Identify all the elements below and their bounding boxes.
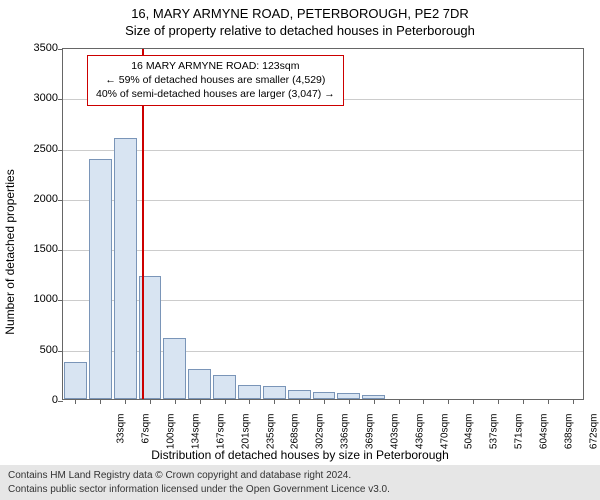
- xtick-label: 638sqm: [563, 414, 574, 464]
- xtick-mark: [150, 399, 151, 404]
- ytick-label: 1000: [4, 293, 58, 305]
- ytick-label: 2500: [4, 143, 58, 155]
- ytick-mark: [58, 351, 63, 352]
- xtick-mark: [75, 399, 76, 404]
- xtick-mark: [523, 399, 524, 404]
- chart-container: Number of detached properties 16 MARY AR…: [0, 42, 600, 462]
- footer-line1: Contains HM Land Registry data © Crown c…: [8, 469, 592, 483]
- ytick-mark: [58, 300, 63, 301]
- histogram-bar: [64, 362, 87, 399]
- xtick-label: 235sqm: [265, 414, 276, 464]
- xtick-mark: [374, 399, 375, 404]
- ytick-label: 500: [4, 344, 58, 356]
- histogram-bar: [188, 369, 211, 399]
- footer: Contains HM Land Registry data © Crown c…: [0, 465, 600, 500]
- xtick-mark: [349, 399, 350, 404]
- ytick-label: 1500: [4, 243, 58, 255]
- xtick-label: 571sqm: [514, 414, 525, 464]
- plot-area: 16 MARY ARMYNE ROAD: 123sqm ← 59% of det…: [62, 48, 584, 400]
- xtick-mark: [249, 399, 250, 404]
- xtick-label: 436sqm: [414, 414, 425, 464]
- chart-title-block: 16, MARY ARMYNE ROAD, PETERBOROUGH, PE2 …: [0, 0, 600, 38]
- xtick-label: 672sqm: [588, 414, 599, 464]
- xtick-mark: [225, 399, 226, 404]
- xtick-label: 33sqm: [116, 414, 127, 464]
- ytick-label: 3500: [4, 42, 58, 54]
- xtick-label: 369sqm: [365, 414, 376, 464]
- xtick-mark: [299, 399, 300, 404]
- histogram-bar: [213, 375, 236, 399]
- xtick-label: 167sqm: [215, 414, 226, 464]
- title-main: 16, MARY ARMYNE ROAD, PETERBOROUGH, PE2 …: [0, 6, 600, 21]
- xtick-mark: [274, 399, 275, 404]
- xtick-mark: [324, 399, 325, 404]
- xtick-mark: [125, 399, 126, 404]
- xtick-label: 470sqm: [439, 414, 450, 464]
- xtick-mark: [100, 399, 101, 404]
- xtick-mark: [200, 399, 201, 404]
- ytick-label: 2000: [4, 193, 58, 205]
- xtick-label: 201sqm: [240, 414, 251, 464]
- gridline: [63, 250, 583, 251]
- ytick-mark: [58, 49, 63, 50]
- ytick-mark: [58, 250, 63, 251]
- xtick-mark: [175, 399, 176, 404]
- histogram-bar: [313, 392, 336, 399]
- ytick-mark: [58, 99, 63, 100]
- xtick-label: 100sqm: [166, 414, 177, 464]
- histogram-bar: [238, 385, 261, 399]
- gridline: [63, 150, 583, 151]
- xtick-label: 403sqm: [389, 414, 400, 464]
- xtick-label: 604sqm: [539, 414, 550, 464]
- xtick-mark: [548, 399, 549, 404]
- ytick-mark: [58, 401, 63, 402]
- histogram-bar: [263, 386, 286, 399]
- xtick-mark: [399, 399, 400, 404]
- ytick-mark: [58, 200, 63, 201]
- histogram-bar: [288, 390, 311, 399]
- annotation-line1: 16 MARY ARMYNE ROAD: 123sqm: [96, 59, 335, 73]
- xtick-label: 268sqm: [290, 414, 301, 464]
- ytick-label: 0: [4, 394, 58, 406]
- ytick-label: 3000: [4, 92, 58, 104]
- annotation-box: 16 MARY ARMYNE ROAD: 123sqm ← 59% of det…: [87, 55, 344, 106]
- xtick-mark: [573, 399, 574, 404]
- xtick-label: 504sqm: [464, 414, 475, 464]
- annotation-line3: 40% of semi-detached houses are larger (…: [96, 87, 335, 101]
- xtick-label: 302sqm: [315, 414, 326, 464]
- footer-line2: Contains public sector information licen…: [8, 483, 592, 497]
- ytick-mark: [58, 150, 63, 151]
- xtick-mark: [448, 399, 449, 404]
- histogram-bar: [114, 138, 137, 399]
- xtick-label: 134sqm: [191, 414, 202, 464]
- annotation-line2: ← 59% of detached houses are smaller (4,…: [96, 73, 335, 87]
- histogram-bar: [163, 338, 186, 399]
- xtick-mark: [473, 399, 474, 404]
- xtick-label: 67sqm: [141, 414, 152, 464]
- histogram-bar: [89, 159, 112, 399]
- title-sub: Size of property relative to detached ho…: [0, 23, 600, 38]
- xtick-mark: [423, 399, 424, 404]
- gridline: [63, 200, 583, 201]
- xtick-label: 537sqm: [489, 414, 500, 464]
- xtick-mark: [498, 399, 499, 404]
- xtick-label: 336sqm: [340, 414, 351, 464]
